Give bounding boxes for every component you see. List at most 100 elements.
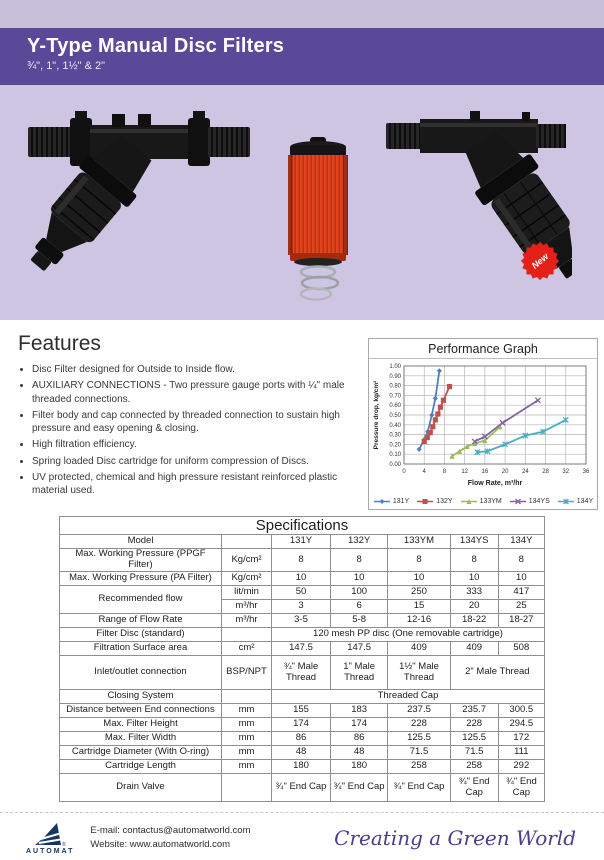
spec-label-cell: Distance between End connections — [59, 703, 222, 719]
automat-logo: ® AUTOMAT — [26, 821, 74, 855]
spec-row: Max. Filter Width mm 86 86 125.5 125.5 172 — [59, 731, 546, 747]
footer-contact: E-mail: contactus@automatworld.com Websi… — [90, 824, 250, 851]
spec-value-cell: 10 — [387, 571, 451, 587]
spec-value-cell: 18-27 — [497, 613, 546, 629]
legend-item: 131Y — [373, 497, 409, 506]
spec-value-cell: 132Y — [329, 534, 389, 550]
spec-row: Inlet/outlet connection BSP/NPT ¾" Male Th… — [59, 655, 546, 691]
spec-row: Recommended flow lit/min 50 100 250 333 417 — [59, 585, 546, 615]
spec-label-cell: Cartridge Diameter (With O-ring) — [59, 745, 222, 761]
content-row: Features Disc Filter designed for Outsid… — [0, 320, 604, 510]
legend-label: 131Y — [392, 498, 410, 505]
spec-label-cell: Closing System — [59, 689, 222, 705]
spec-label-cell: Cartridge Length — [59, 759, 222, 775]
specifications-title: Specifications — [59, 515, 545, 536]
feature-item: UV protected, chemical and high pressure… — [32, 471, 360, 498]
svg-text:Pressure drop, kg/cm²: Pressure drop, kg/cm² — [373, 380, 380, 449]
spec-unit-cell — [221, 627, 272, 643]
spec-value-cell: 2" Male Thread — [449, 655, 546, 691]
svg-text:36: 36 — [583, 469, 590, 475]
spec-row: Max. Working Pressure (PA Filter) Kg/cm² 1… — [59, 571, 546, 587]
spec-unit-cell: BSP/NPT — [221, 655, 272, 691]
spec-row: m³/hr 3 6 15 20 25 — [60, 599, 546, 615]
legend-item: 134YS — [509, 497, 550, 506]
spec-value-cell: 18-22 — [449, 613, 499, 629]
specifications-table: Specifications Model 131Y 132Y 133YM 134YS 134… — [59, 515, 546, 803]
spec-unit-cell — [221, 773, 272, 803]
feature-item: High filtration efficiency. — [32, 438, 360, 451]
spec-value-cell: 8 — [329, 548, 389, 573]
svg-text:0.60: 0.60 — [389, 403, 401, 409]
spec-value-cell: 71.5 — [387, 745, 451, 761]
feature-item: Filter body and cap connected by threade… — [32, 409, 360, 436]
svg-text:4: 4 — [423, 469, 427, 475]
automat-logo-icon: ® — [35, 822, 66, 847]
spec-value-cell: 134YS — [449, 534, 499, 550]
spec-value-cell: 228 — [387, 717, 451, 733]
spec-value-cell: Threaded Cap — [271, 689, 545, 705]
spec-unit-cell: mm — [221, 703, 272, 719]
spec-label-cell: Inlet/outlet connection — [59, 655, 222, 691]
spec-value-cell: 174 — [271, 717, 331, 733]
legend-label: 133YM — [479, 498, 502, 505]
svg-text:0.70: 0.70 — [389, 393, 401, 399]
spec-value-cell: 15 — [387, 599, 451, 615]
spec-value-cell: 508 — [497, 641, 546, 657]
svg-text:0.20: 0.20 — [389, 442, 401, 448]
specifications-section: Specifications Model 131Y 132Y 133YM 134YS 134… — [0, 515, 604, 803]
spec-value-cell: 125.5 — [387, 731, 451, 747]
svg-text:Flow Rate, m³/hr: Flow Rate, m³/hr — [468, 480, 523, 487]
spec-value-cell: 111 — [497, 745, 546, 761]
footer-tagline: Creating a Green World — [334, 825, 576, 850]
legend-label: 132Y — [436, 498, 453, 505]
spec-value-cell: 8 — [449, 548, 499, 573]
spec-value-cell: 25 — [497, 599, 546, 615]
svg-text:0.90: 0.90 — [389, 374, 401, 380]
spec-label-cell: Max. Filter Height — [59, 717, 222, 733]
legend-item: 134Y — [557, 497, 593, 506]
spec-value-cell: 300.5 — [497, 703, 546, 719]
spec-value-cell: 5-8 — [329, 613, 389, 629]
spec-row: Cartridge Diameter (With O-ring) mm 48 48 71… — [59, 745, 546, 761]
svg-text:24: 24 — [522, 469, 529, 475]
footer-email: E-mail: contactus@automatworld.com — [90, 825, 251, 837]
chart-plot-area: 0 4 8 12 16 20 24 28 32 36 0.00 0.10 0.20 0.30 0.40 0.5… — [369, 359, 597, 501]
features-section: Features Disc Filter designed for Outsid… — [18, 330, 368, 510]
spec-unit-cell: mm — [221, 731, 272, 747]
legend-item: 133YM — [460, 497, 502, 506]
spec-value-cell: 10 — [271, 571, 331, 587]
spec-value-cell: 258 — [387, 759, 451, 775]
spec-value-cell: 3-5 — [271, 613, 331, 629]
spec-label-cell: Model — [59, 534, 222, 550]
page-title: Y-Type Manual Disc Filters — [27, 35, 285, 57]
spec-value-cell: 48 — [329, 745, 389, 761]
svg-text:0.10: 0.10 — [389, 452, 401, 458]
top-strip — [0, 0, 604, 28]
spec-unit-cell: mm — [221, 759, 272, 775]
spec-value-cell: 10 — [449, 571, 499, 587]
spec-unit-cell: mm — [221, 717, 272, 733]
spec-value-cell: 294.5 — [497, 717, 546, 733]
spec-row: Filter Disc (standard) 120 mesh PP disc (… — [59, 627, 545, 643]
spec-value-cell: ¾" End Cap — [497, 773, 546, 803]
y-filter-image-right — [386, 111, 572, 279]
spec-row: Filtration Surface area cm² 147.5 147.5 409 4… — [59, 641, 546, 657]
svg-text:0.50: 0.50 — [389, 413, 401, 419]
spec-row: Distance between End connections mm 155 183… — [59, 703, 546, 719]
spec-value-cell: 48 — [271, 745, 331, 761]
chart-legend: 131Y 132Y 133YM 134YS 134Y — [369, 497, 597, 509]
spec-value-cell: 10 — [329, 571, 389, 587]
spec-value-cell: 292 — [497, 759, 546, 775]
spec-label-cell: Filter Disc (standard) — [59, 627, 222, 643]
spec-value-cell: 417 — [497, 585, 546, 601]
features-list: Disc Filter designed for Outside to Insi… — [18, 363, 360, 498]
spec-value-cell: 8 — [387, 548, 451, 573]
spec-row: Max. Filter Height mm 174 174 228 228 294.5 — [59, 717, 546, 733]
header: Y-Type Manual Disc Filters ¾", 1", 1½" &… — [0, 28, 604, 85]
spec-value-cell: 180 — [329, 759, 389, 775]
spec-value-cell: 3 — [271, 599, 331, 615]
svg-text:20: 20 — [502, 469, 509, 475]
spec-value-cell: 50 — [271, 585, 331, 601]
automat-logo-text: AUTOMAT — [26, 847, 75, 855]
